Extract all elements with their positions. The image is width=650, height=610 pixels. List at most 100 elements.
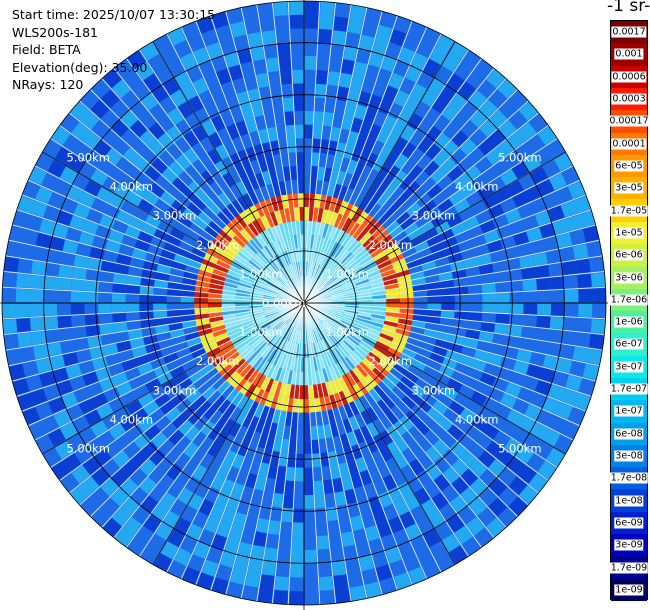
range-gate-cell (529, 239, 546, 254)
range-gate-cell (313, 111, 324, 126)
range-gate-cell (337, 215, 348, 230)
range-gate-cell (120, 128, 139, 147)
range-gate-cell (264, 547, 278, 563)
range-gate-cell (365, 437, 379, 454)
range-gate-cell (171, 177, 188, 193)
range-gate-cell (419, 254, 435, 265)
range-gate-cell (470, 358, 487, 372)
range-gate-cell (257, 587, 273, 604)
range-gate-cell (388, 486, 404, 504)
range-gate-cell (39, 371, 56, 387)
start-time-text: Start time: 2025/10/07 13:30:15 (12, 7, 216, 22)
range-gate-cell (534, 146, 554, 165)
range-gate-cell (349, 190, 360, 205)
range-gate-cell (359, 340, 373, 352)
range-gate-cell (116, 253, 132, 266)
range-gate-cell (260, 405, 270, 421)
range-gate-cell (487, 387, 505, 403)
ray-gap-line (225, 11, 305, 304)
range-gate-cell (78, 231, 95, 246)
range-gate-cell (103, 203, 121, 219)
range-gate-cell (368, 203, 382, 218)
range-gate-cell (57, 315, 72, 329)
range-gate-cell (427, 296, 442, 303)
range-gate-cell (304, 371, 309, 386)
range-gate-cell (410, 83, 427, 101)
range-gate-cell (131, 248, 148, 260)
range-gate-cell (307, 234, 311, 249)
range-gate-cell (404, 370, 419, 384)
range-gate-cell (355, 133, 368, 149)
range-gate-cell (241, 272, 255, 281)
range-gate-cell (263, 362, 273, 377)
range-gate-cell (5, 349, 22, 365)
range-gate-cell (387, 346, 402, 358)
range-gate-cell (350, 74, 364, 91)
range-gate-cell (153, 228, 170, 242)
range-gate-cell (248, 416, 260, 431)
range-gate-cell (515, 142, 534, 161)
ray-gap-line (303, 302, 352, 602)
range-gate-cell (327, 316, 340, 326)
range-gate-cell (582, 363, 600, 381)
range-gate-cell (375, 564, 393, 582)
range-gate-cell (100, 89, 120, 109)
range-gate-cell (225, 94, 240, 111)
range-gate-cell (283, 166, 291, 181)
range-gate-cell (304, 467, 313, 482)
range-gate-cell (278, 324, 288, 337)
range-gate-cell (228, 331, 243, 341)
range-gate-cell (434, 132, 451, 150)
colorbar-tick-label: 1e-05 (614, 227, 644, 239)
range-gate-cell (578, 288, 593, 303)
ray-gap-line (271, 302, 305, 604)
range-gate-cell (231, 136, 245, 153)
range-gate-cell (192, 464, 208, 481)
range-gate-cell (313, 264, 321, 278)
range-gate-cell (293, 329, 299, 344)
ray-gap-line (139, 49, 305, 304)
range-gate-cell (90, 99, 110, 119)
range-gate-cell (320, 139, 330, 154)
range-gate-cell (567, 181, 586, 199)
range-gate-cell (133, 207, 150, 222)
range-gate-cell (473, 349, 490, 362)
range-gate-cell (343, 144, 355, 160)
range-gate-cell (292, 193, 299, 208)
range-gate-cell (231, 199, 244, 214)
range-gate-cell (365, 64, 380, 81)
range-gate-cell (187, 554, 205, 572)
ray-gap-line (2, 302, 305, 320)
range-gate-cell (582, 225, 600, 243)
range-gate-cell (549, 316, 565, 330)
range-gate-cell (246, 333, 260, 344)
range-gate-cell (8, 225, 26, 243)
range-gate-cell (174, 517, 192, 535)
range-gate-cell (252, 236, 264, 250)
range-gate-cell (84, 180, 102, 197)
range-gate-cell (373, 172, 386, 188)
range-gate-cell (133, 156, 151, 173)
range-gate-cell (304, 42, 317, 57)
range-gate-cell (242, 328, 257, 338)
range-gate-cell (78, 398, 96, 415)
range-gate-cell (379, 264, 394, 274)
ray-gap-line (166, 302, 305, 573)
range-gate-cell (376, 399, 391, 414)
range-gate-cell (17, 258, 33, 274)
range-gate-cell (522, 215, 539, 231)
range-gate-cell (200, 420, 215, 436)
range-gate-cell (330, 168, 340, 184)
range-gate-cell (453, 173, 471, 190)
range-gate-cell (297, 234, 301, 249)
range-gate-cell (82, 457, 101, 476)
range-gate-cell (207, 390, 221, 405)
range-gate-cell (29, 275, 45, 289)
range-gate-cell (356, 364, 369, 378)
range-gate-cell (282, 222, 290, 237)
range-gate-cell (180, 303, 195, 310)
ray-gap-line (3, 270, 305, 304)
range-gate-cell (338, 343, 350, 357)
range-gate-cell (445, 244, 461, 256)
range-gate-cell (515, 445, 534, 464)
